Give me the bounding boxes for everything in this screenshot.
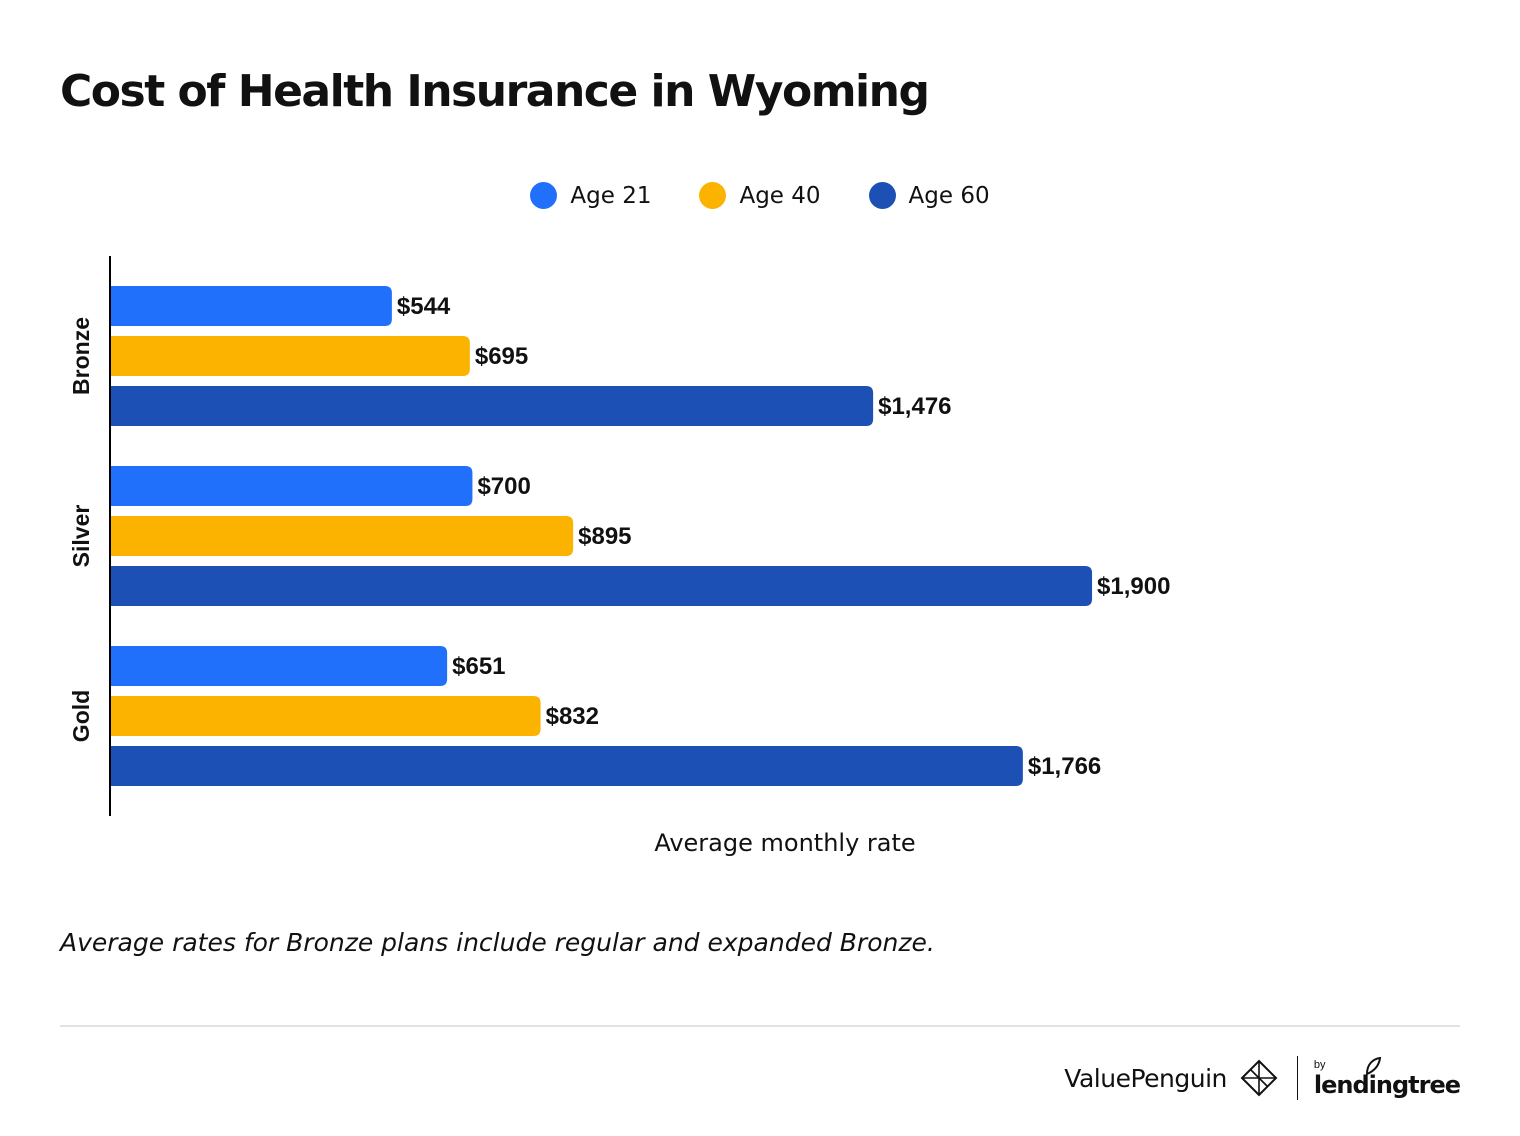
valuepenguin-diamond-icon xyxy=(1240,1059,1278,1097)
bar-bronze-age-21 xyxy=(111,286,392,326)
data-label-gold-age-60: $1,766 xyxy=(1028,753,1101,780)
bar-bronze-age-40 xyxy=(111,336,470,376)
data-label-silver-age-40: $895 xyxy=(578,523,631,550)
brand-lendingtree: by lendingtree xyxy=(1313,1056,1461,1099)
bar-gold-age-40 xyxy=(111,696,541,736)
data-label-bronze-age-21: $544 xyxy=(397,293,451,320)
legend-item-age-60: Age 60 xyxy=(851,182,990,209)
bar-gold-age-60 xyxy=(111,746,1023,786)
data-label-silver-age-60: $1,900 xyxy=(1097,573,1170,600)
bar-bronze-age-60 xyxy=(111,386,874,426)
legend-swatch-age-40 xyxy=(699,182,727,209)
legend-label-age-21: Age 21 xyxy=(570,182,652,209)
legend-label-age-60: Age 60 xyxy=(908,182,990,209)
legend-swatch-age-21 xyxy=(530,182,558,209)
brand-separator xyxy=(1296,1056,1298,1100)
chart-legend: Age 21 Age 40 Age 60 xyxy=(0,182,1520,209)
data-label-bronze-age-40: $695 xyxy=(475,343,528,370)
bar-silver-age-40 xyxy=(111,516,574,556)
category-label-gold: Gold xyxy=(68,690,94,742)
brand-valuepenguin: ValuePenguin xyxy=(1064,1063,1227,1093)
x-axis-label: Average monthly rate xyxy=(654,829,915,857)
category-label-bronze: Bronze xyxy=(68,317,94,395)
brand-by-label: by xyxy=(1313,1058,1326,1071)
legend-swatch-age-60 xyxy=(868,182,896,209)
data-label-bronze-age-60: $1,476 xyxy=(878,393,951,420)
chart-footnote: Average rates for Bronze plans include r… xyxy=(60,928,935,957)
bar-silver-age-60 xyxy=(111,566,1093,606)
legend-item-age-21: Age 21 xyxy=(530,182,651,209)
chart-title: Cost of Health Insurance in Wyoming xyxy=(60,66,930,117)
bar-gold-age-21 xyxy=(111,646,448,686)
brand-lendingtree-name: lendingtree xyxy=(1313,1070,1461,1099)
data-label-gold-age-40: $832 xyxy=(546,703,599,730)
data-label-gold-age-21: $651 xyxy=(452,653,505,680)
data-label-silver-age-21: $700 xyxy=(477,473,530,500)
bar-chart: Bronze $544 $695 $1,476 Silver $700 $895 $1,900… xyxy=(68,256,1170,857)
legend-label-age-40: Age 40 xyxy=(739,182,821,209)
lendingtree-leaf-icon xyxy=(1365,1056,1382,1076)
footer-divider xyxy=(60,1025,1460,1027)
category-label-silver: Silver xyxy=(68,505,94,568)
bar-silver-age-21 xyxy=(111,466,473,506)
brand-footer: ValuePenguin by lendingtree xyxy=(1064,1056,1461,1100)
legend-item-age-40: Age 40 xyxy=(681,182,821,209)
